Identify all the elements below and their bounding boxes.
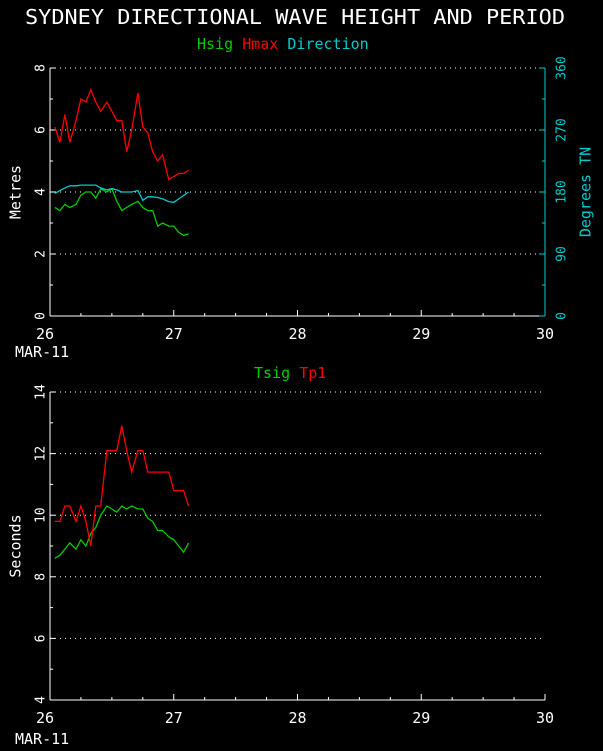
chart-title: SYDNEY DIRECTIONAL WAVE HEIGHT AND PERIO… <box>25 5 565 29</box>
x-tick-label: 26 <box>36 709 54 727</box>
y2-axis-label: Degrees TN <box>577 147 595 237</box>
x-tick-label: 27 <box>165 325 183 343</box>
y-tick-label: 4 <box>34 696 49 704</box>
series-tsig <box>54 505 190 559</box>
y-tick-label: 6 <box>34 126 49 134</box>
series-direction <box>54 184 189 203</box>
y2-tick-label: 360 <box>555 56 570 79</box>
x-tick-label: 28 <box>288 325 306 343</box>
series-hsig <box>54 187 189 237</box>
y2-tick-label: 0 <box>555 312 570 320</box>
legend-direction: Direction <box>287 35 368 53</box>
y-tick-label: 8 <box>34 64 49 72</box>
y-tick-label: 6 <box>34 634 49 642</box>
x-tick-label: 30 <box>536 325 554 343</box>
y-tick-label: 4 <box>34 188 49 196</box>
y2-tick-label: 180 <box>555 180 570 203</box>
x-tick-label: 26 <box>36 325 54 343</box>
series-hmax <box>54 87 189 181</box>
wave-period-panel: Tsig Tp1 4 6 8 10 12 14 26 27 28 29 30 MAR-11 Seconds <box>7 364 555 748</box>
y-axis-label: Metres <box>7 165 25 219</box>
date-label: MAR-11 <box>15 730 69 748</box>
y-tick-label: 14 <box>34 384 49 400</box>
y-tick-label: 10 <box>34 507 49 523</box>
x-tick-label: 28 <box>288 709 306 727</box>
y-tick-label: 2 <box>34 250 49 258</box>
date-label: MAR-11 <box>15 343 69 361</box>
y-axis-label: Seconds <box>7 514 25 577</box>
x-tick-label: 30 <box>536 709 554 727</box>
y-tick-label: 0 <box>34 312 49 320</box>
x-tick-label: 29 <box>412 709 430 727</box>
y2-tick-label: 270 <box>555 118 570 141</box>
series-tp1 <box>54 425 190 547</box>
y-tick-label: 8 <box>34 573 49 581</box>
legend-tp1: Tp1 <box>299 364 326 382</box>
wave-height-panel: Hsig Hmax Direction 0 2 4 6 8 26 27 28 29 30 MAR-11 Me… <box>7 35 595 361</box>
x-tick-label: 27 <box>165 709 183 727</box>
legend-hmax: Hmax <box>242 35 278 53</box>
legend-hsig: Hsig <box>197 35 233 53</box>
x-tick-label: 29 <box>412 325 430 343</box>
y-tick-label: 12 <box>34 446 49 462</box>
legend-tsig: Tsig <box>254 364 290 382</box>
y2-tick-label: 90 <box>555 246 570 262</box>
